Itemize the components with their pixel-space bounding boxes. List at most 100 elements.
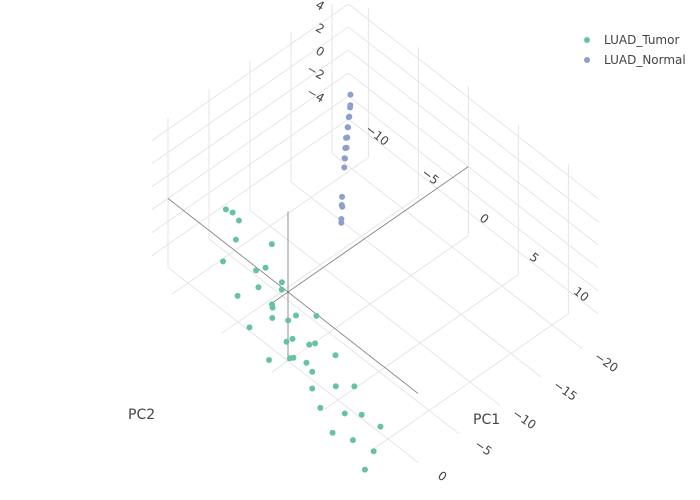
normal-point: [346, 113, 353, 120]
tumor-point: [313, 312, 320, 319]
tumor-point: [269, 304, 276, 311]
tumor-point: [253, 267, 260, 274]
tumor-point: [283, 338, 290, 345]
tumor-point: [278, 279, 285, 286]
grid-line: [290, 181, 542, 378]
data-points: [220, 91, 384, 473]
normal-point: [338, 219, 345, 226]
y-tick-label: 10: [571, 284, 592, 304]
tumor-point: [255, 284, 262, 291]
grid-line: [151, 95, 349, 234]
tumor-point: [262, 264, 269, 271]
tumor-point: [329, 429, 336, 436]
x-tick-label: −15: [551, 378, 580, 404]
y-tick-label: −5: [419, 166, 442, 188]
tumor-point: [370, 448, 377, 455]
x-tick-label: −20: [592, 349, 621, 375]
tumor-point: [290, 354, 297, 361]
grid-line: [171, 157, 369, 295]
grid-line: [348, 72, 599, 269]
tumor-point: [232, 236, 239, 243]
z-tick-label: 0: [313, 44, 327, 60]
tumor-point: [269, 315, 276, 321]
grid-line: [167, 267, 419, 463]
grid-line: [151, 118, 349, 257]
z-tick-label: 2: [313, 21, 327, 37]
grid-line: [271, 235, 469, 373]
normal-point: [339, 203, 346, 210]
tumor-point: [309, 385, 316, 392]
tumor-point: [246, 324, 253, 331]
grid-line: [151, 49, 349, 188]
legend: LUAD_Tumor LUAD_Normal: [578, 30, 696, 70]
grid-line: [348, 95, 599, 292]
grid-line: [331, 153, 583, 349]
normal-point: [347, 104, 354, 111]
grid-line: [348, 118, 599, 315]
grid-line: [348, 3, 599, 200]
grid-line: [249, 210, 501, 406]
tumor-point: [234, 292, 241, 299]
tumor-point: [266, 357, 273, 364]
y-tick-label: 0: [477, 211, 492, 227]
legend-marker-normal: [584, 57, 590, 63]
grid-line: [371, 313, 569, 451]
x-tick-label: −5: [472, 437, 495, 459]
scene-grid: [151, 3, 599, 463]
tumor-point: [293, 312, 299, 319]
tumor-point: [222, 206, 229, 213]
normal-point: [341, 164, 348, 171]
z-tick-label: −4: [305, 85, 327, 106]
grid-line: [221, 196, 419, 334]
tumor-point: [309, 368, 316, 375]
tumor-point: [306, 341, 313, 348]
tumor-point: [278, 286, 285, 293]
tumor-point: [351, 383, 358, 390]
legend-item-tumor[interactable]: LUAD_Tumor: [578, 30, 696, 50]
normal-point: [339, 193, 346, 200]
grid-line: [348, 49, 599, 246]
y-zero-line: [167, 198, 419, 394]
grid-line: [151, 72, 349, 211]
tumor-point: [220, 258, 227, 265]
legend-item-normal[interactable]: LUAD_Normal: [578, 50, 696, 70]
tumor-point: [312, 340, 319, 347]
tumor-point: [229, 209, 236, 216]
tumor-point: [332, 352, 339, 359]
scene-axes: [167, 166, 469, 394]
legend-label-tumor: LUAD_Tumor: [604, 33, 680, 47]
tumor-point: [349, 437, 356, 444]
tumor-point: [235, 217, 242, 224]
tumor-point: [332, 383, 339, 390]
tumor-point: [289, 335, 296, 342]
tumor-point: [285, 317, 292, 324]
legend-label-normal: LUAD_Normal: [604, 53, 686, 67]
normal-point: [344, 124, 351, 131]
x-tick-label: −10: [510, 406, 539, 432]
normal-point: [342, 145, 349, 152]
grid-line: [151, 26, 349, 165]
tumor-point: [361, 466, 368, 473]
grid-line: [348, 26, 599, 223]
grid-line: [321, 274, 519, 412]
y-axis-title: PC2: [128, 407, 155, 423]
tumor-point: [268, 241, 275, 248]
legend-marker-tumor: [584, 37, 590, 43]
z-tick-label: 4: [313, 0, 327, 14]
tumor-point: [358, 411, 365, 418]
tumor-point: [341, 410, 348, 417]
y-tick-label: 5: [527, 250, 542, 266]
grid-line: [151, 3, 349, 142]
x-axis-title: PC1: [473, 412, 500, 428]
tumor-point: [303, 359, 310, 366]
normal-point: [343, 134, 350, 141]
z-tick-label: −2: [305, 62, 327, 83]
normal-point: [347, 91, 354, 98]
tumor-point: [317, 404, 324, 411]
tumor-point: [377, 423, 384, 430]
grid-line: [208, 238, 460, 435]
normal-point: [341, 155, 348, 162]
x-zero-line: [271, 166, 469, 304]
